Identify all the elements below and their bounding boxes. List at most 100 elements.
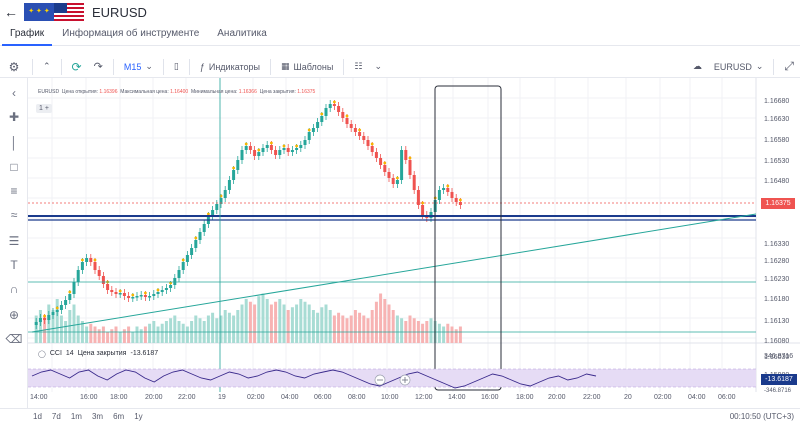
candle-body xyxy=(374,152,378,158)
range-1d[interactable]: 1d xyxy=(33,412,42,421)
collapse-chevron-icon[interactable]: ‹ xyxy=(12,86,16,100)
volume-bar xyxy=(328,310,332,343)
candle-type-icon[interactable]: ▯ xyxy=(173,61,179,71)
candle-body xyxy=(366,140,370,146)
signal-dot xyxy=(333,100,336,104)
volume-bar xyxy=(320,307,324,343)
time-axis-label: 06:00 xyxy=(314,394,332,401)
price-chart[interactable] xyxy=(28,78,800,408)
volume-bar xyxy=(248,301,252,343)
text-tool-icon[interactable]: T xyxy=(10,258,18,272)
volume-bar xyxy=(127,326,131,343)
vertical-line-icon[interactable]: │ xyxy=(10,136,18,150)
tab-analytics[interactable]: Аналитика xyxy=(217,27,267,39)
range-3m[interactable]: 3m xyxy=(91,412,104,421)
legend-low-label: Минимальная цена: xyxy=(190,89,238,95)
time-axis-label: 14:00 xyxy=(448,394,466,401)
volume-bar xyxy=(114,326,118,343)
range-1y[interactable]: 1y xyxy=(134,412,143,421)
rectangle-icon[interactable]: □ xyxy=(10,160,18,174)
cci-value: -13.6187 xyxy=(130,350,159,357)
chart-drawings xyxy=(28,78,757,392)
pane-badge[interactable]: 1 + xyxy=(36,104,52,113)
channel-icon[interactable]: ≡ xyxy=(10,184,18,198)
volume-bar xyxy=(395,315,399,343)
volume-bar xyxy=(311,310,315,343)
crosshair-icon[interactable]: ✚ xyxy=(8,110,20,124)
candle-body xyxy=(437,190,441,200)
range-6m[interactable]: 6m xyxy=(113,412,125,421)
fullscreen-icon[interactable]: ⤢ xyxy=(784,59,794,73)
signal-dot xyxy=(408,156,412,160)
magnet-icon[interactable]: ∩ xyxy=(9,282,19,296)
tab-instrument-info[interactable]: Информация об инструменте xyxy=(62,27,200,39)
candle-body xyxy=(139,295,143,297)
candle-body xyxy=(160,290,164,292)
volume-bar xyxy=(353,310,357,343)
volume-bar xyxy=(59,315,63,343)
volume-bar xyxy=(391,310,395,343)
signal-dot xyxy=(345,114,349,118)
candle-body xyxy=(38,318,42,322)
refresh-icon[interactable]: ⟳ xyxy=(71,59,82,74)
calendar-icon[interactable]: ☷ xyxy=(354,61,363,71)
cci-pane xyxy=(28,368,756,389)
templates-button[interactable]: ▦ Шаблоны xyxy=(275,61,339,72)
price-axis-label: 1.16530 xyxy=(764,158,790,165)
indicators-label: Индикаторы xyxy=(208,61,261,72)
candle-body xyxy=(265,145,269,148)
range-7d[interactable]: 7d xyxy=(51,412,61,421)
indicators-button[interactable]: ƒ Индикаторы xyxy=(194,62,266,72)
cloud-icon[interactable]: ☁ xyxy=(692,61,702,71)
price-axis-label: 1.16030 xyxy=(764,354,790,361)
candle-body xyxy=(248,146,252,150)
candle-body xyxy=(362,136,366,140)
signal-dot xyxy=(383,161,387,165)
price-axis-label: 1.16180 xyxy=(764,296,790,303)
symbol-select[interactable]: EURUSD ⌄ xyxy=(708,61,770,72)
signal-dot xyxy=(81,258,84,262)
volume-bar xyxy=(232,315,236,343)
back-arrow-icon[interactable]: ← xyxy=(4,4,18,20)
redo-icon[interactable]: ↷ xyxy=(93,61,103,73)
volume-bar xyxy=(303,301,307,343)
time-axis-label: 16:00 xyxy=(481,394,499,401)
volume-bar xyxy=(341,315,345,343)
eye-icon[interactable]: ◯ xyxy=(38,351,46,358)
fib-levels-icon[interactable]: ☰ xyxy=(8,234,20,248)
legend-open-value: 1.16396 xyxy=(99,89,118,95)
volume-bar xyxy=(349,315,353,343)
volume-bar xyxy=(366,318,370,343)
volume-bar xyxy=(206,315,210,343)
volume-bar xyxy=(265,299,269,343)
volume-bar xyxy=(169,318,173,343)
range-1m[interactable]: 1m xyxy=(70,412,82,421)
volume-bar xyxy=(143,326,147,343)
zoom-in-icon[interactable]: ⊕ xyxy=(8,308,20,322)
dropdown-chevron-icon[interactable]: ⌄ xyxy=(374,61,382,71)
candle-body xyxy=(47,315,51,320)
indicators-icon: ƒ xyxy=(199,61,205,72)
settings-gear-icon[interactable]: ⚙ xyxy=(8,59,20,74)
candle-body xyxy=(198,232,202,240)
trash-icon[interactable]: ⌫ xyxy=(5,332,23,346)
candle-body xyxy=(416,190,420,205)
signal-dot xyxy=(93,258,97,262)
cci-period: 14 xyxy=(65,350,74,357)
volume-bar xyxy=(76,315,80,343)
candle-body xyxy=(261,148,265,152)
volume-bar xyxy=(316,312,320,343)
time-axis-label: 20:00 xyxy=(145,394,163,401)
candle-body xyxy=(299,145,303,148)
volume-bar xyxy=(458,326,462,343)
pitchfork-icon[interactable]: ≈ xyxy=(10,208,18,222)
timeframe-select[interactable]: M15 ⌄ xyxy=(118,61,159,72)
time-axis-label: 10:00 xyxy=(381,394,399,401)
price-axis-label: 1.16330 xyxy=(764,241,790,248)
tab-chart[interactable]: График xyxy=(2,24,53,46)
chevron-up-icon[interactable]: ⌃ xyxy=(43,61,51,71)
clock-label: 00:10:50 (UTC+3) xyxy=(729,412,794,421)
candle-body xyxy=(358,132,362,136)
drawing-tools-sidebar: ‹ ✚ │ □ ≡ ≈ ☰ T ∩ ⊕ ⌫ xyxy=(0,78,28,408)
signal-dot xyxy=(270,141,273,145)
